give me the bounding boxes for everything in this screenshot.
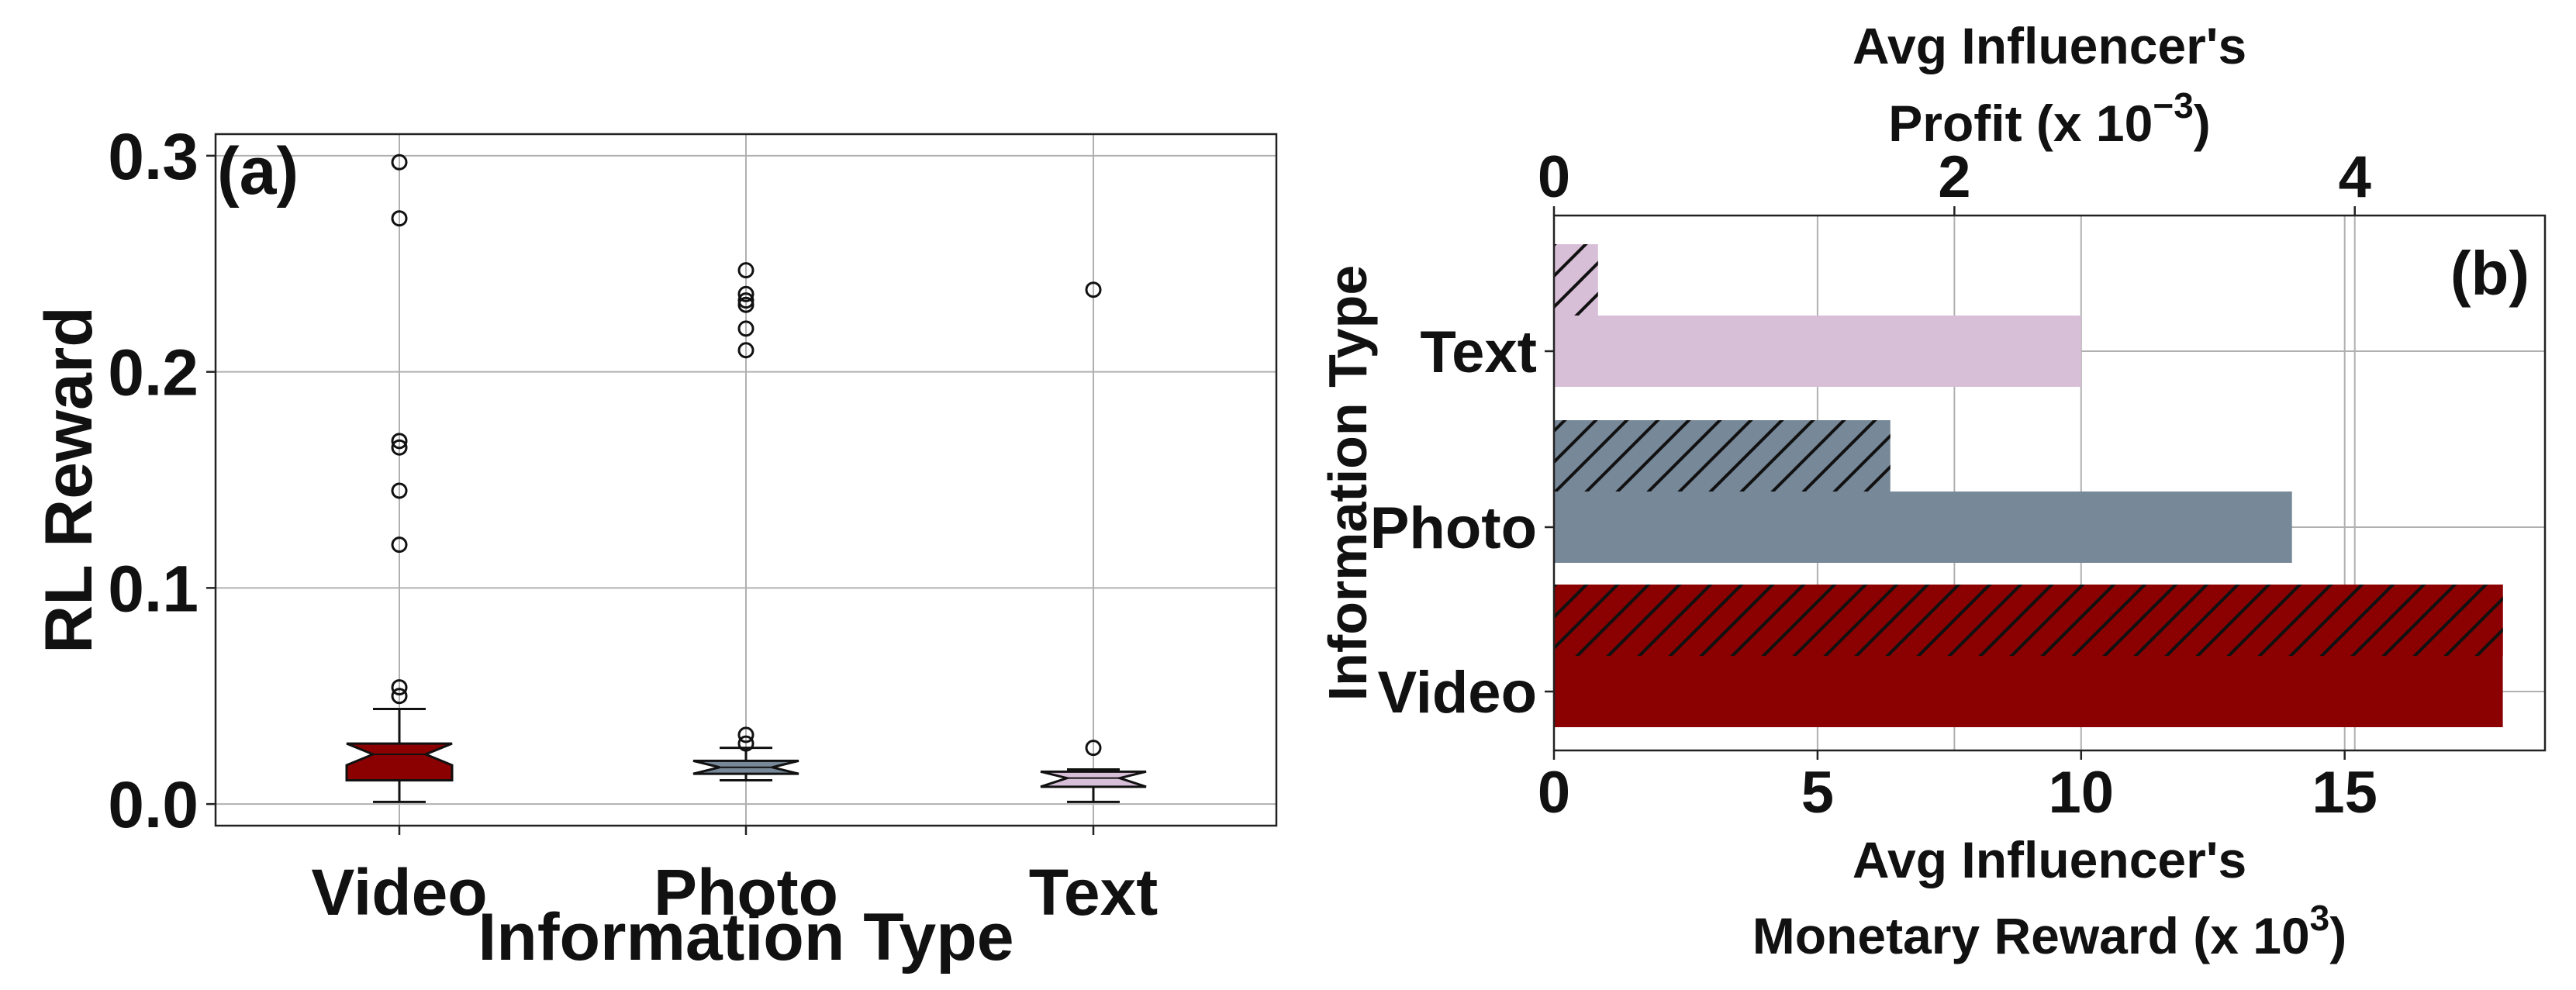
top-x-tick-label: 0: [1538, 144, 1570, 210]
outlier-point: [391, 536, 408, 554]
panel-b-y-ticks: Video Photo Text: [1370, 319, 1554, 726]
bar-profit-hatch: [1554, 420, 1891, 492]
outlier-point: [737, 296, 754, 313]
bar-profit-hatch: [1554, 244, 1598, 316]
outlier-point: [737, 262, 754, 279]
bar-monetary-text: [1554, 316, 2081, 387]
outlier-point: [737, 320, 754, 337]
y-tick-label: 0.3: [108, 120, 199, 193]
x-tick-label: 15: [2312, 760, 2377, 826]
y-tick-label: 0.2: [108, 336, 199, 409]
panel-b-top-label-line2: Profit (x 10−3): [1888, 85, 2211, 152]
outlier-point: [1085, 281, 1102, 298]
panel-b-bottom-label-line2: Monetary Reward (x 103): [1752, 898, 2347, 964]
outlier-point: [737, 726, 754, 743]
x-tick-label: 10: [2049, 760, 2115, 826]
outlier-point: [391, 210, 408, 227]
x-tick-label: 0: [1538, 760, 1570, 826]
box-text: [1040, 770, 1147, 788]
y-tick-label: Text: [1420, 319, 1537, 385]
outlier-point: [737, 342, 754, 359]
panel-a-boxes: [345, 154, 1147, 803]
outlier-point: [1085, 740, 1102, 757]
panel-a-ylabel: RL Reward: [32, 306, 106, 654]
x-tick-label: 5: [1801, 760, 1834, 826]
panel-a-xlabel: Information Type: [478, 900, 1013, 974]
panel-a-x-ticks: Video Photo Text: [311, 826, 1158, 929]
panel-a-label: (a): [217, 134, 299, 209]
outlier-point: [737, 292, 754, 309]
outlier-point: [391, 439, 408, 456]
panel-b-ylabel: Information Type: [1317, 265, 1378, 702]
top-x-tick-label: 4: [2339, 144, 2371, 210]
x-tick-label: Video: [311, 856, 487, 929]
panel-b-bars: [1554, 244, 2503, 727]
top-x-tick-label: 2: [1938, 144, 1970, 210]
panel-b-label: (b): [2450, 239, 2529, 308]
outlier-point: [391, 482, 408, 499]
outlier-point: [391, 433, 408, 450]
panel-a-grid: [216, 134, 1276, 826]
panel-a: 0.0 0.1 0.2 0.3 Video Photo Text (a) RL Rewar…: [32, 120, 1278, 974]
panel-b: Video Photo Text 0 5 10 15 0 2 4 (b) Informatio…: [1317, 17, 2547, 964]
x-tick-label: Photo: [654, 856, 838, 929]
panel-a-y-ticks: 0.0 0.1 0.2 0.3: [108, 120, 216, 841]
panel-b-x-ticks: 0 5 10 15: [1538, 750, 2377, 826]
outlier-point: [391, 154, 408, 171]
y-tick-label: 0.0: [108, 768, 199, 841]
panel-b-top-x-ticks: 0 2 4: [1538, 144, 2371, 216]
y-tick-label: Video: [1377, 660, 1537, 726]
bar-monetary-video: [1554, 656, 2503, 727]
bar-monetary-photo: [1554, 492, 2292, 563]
x-tick-label: Text: [1029, 856, 1158, 929]
panel-b-frame: [1552, 214, 2547, 752]
y-tick-label: Photo: [1370, 495, 1537, 561]
box-video: [345, 742, 454, 781]
bar-profit-hatch: [1554, 585, 2503, 656]
outlier-point: [391, 688, 408, 705]
y-tick-label: 0.1: [108, 552, 199, 625]
outlier-point: [737, 735, 754, 752]
panel-b-top-label-line1: Avg Influencer's: [1853, 17, 2246, 74]
outlier-point: [391, 679, 408, 696]
outlier-point: [737, 285, 754, 302]
panel-b-bottom-label-line1: Avg Influencer's: [1853, 831, 2246, 888]
